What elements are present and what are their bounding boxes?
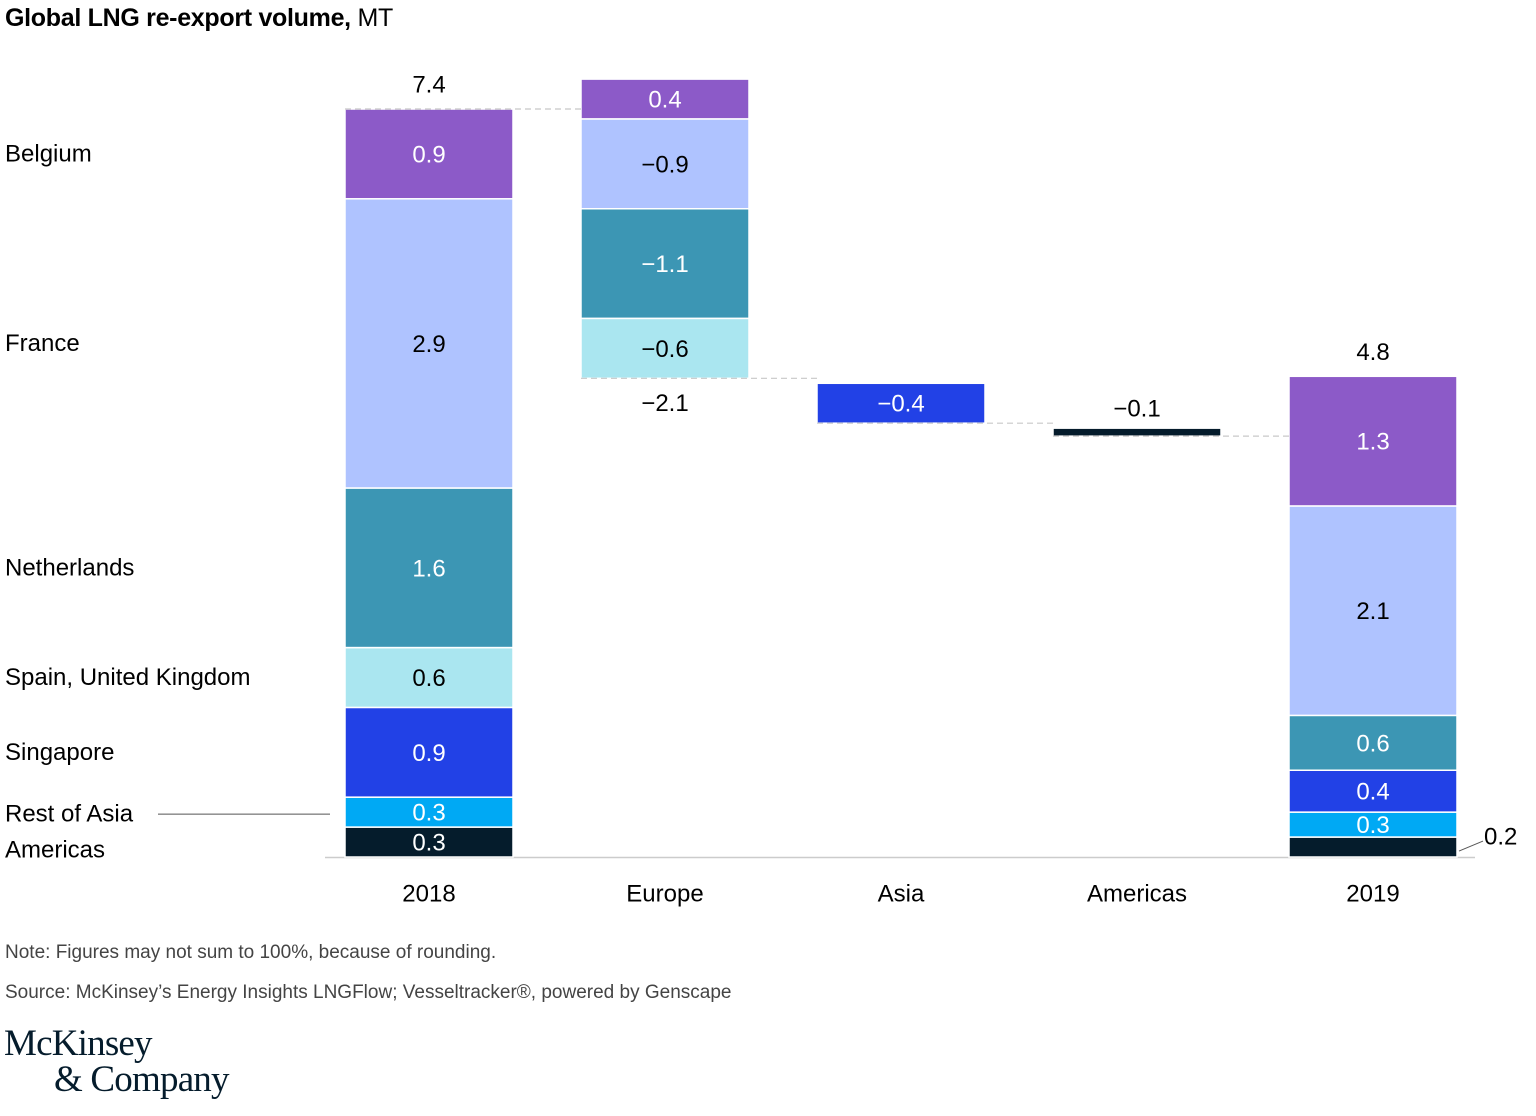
chart-title-unit: MT <box>350 4 393 32</box>
chart-note: Note: Figures may not sum to 100%, becau… <box>5 942 497 963</box>
bar-2018-segment-americas <box>344 826 514 858</box>
legend-label-france: France <box>5 330 80 357</box>
bar-2018-segment-rest-of-asia <box>344 796 514 828</box>
data-label-2019-france: 2.1 <box>1356 598 1389 625</box>
data-label-2019-netherlands: 0.6 <box>1356 730 1389 757</box>
net-label-europe: −2.1 <box>641 390 688 417</box>
chart-source: Source: McKinsey’s Energy Insights LNGFl… <box>5 982 732 1003</box>
legend-label-americas: Americas <box>5 837 105 864</box>
bar-europe-segment-netherlands <box>580 208 750 320</box>
callout-label-2019: 0.2 <box>1484 824 1517 851</box>
callout-line-2019 <box>1458 840 1484 852</box>
legend-label-spain-united-kingdom: Spain, United Kingdom <box>5 664 250 691</box>
bar-2018-segment-france <box>344 198 514 489</box>
bar-americas-segment-americas <box>1052 427 1222 437</box>
legend-label-belgium: Belgium <box>5 140 92 167</box>
bar-2019-segment-belgium <box>1288 375 1458 507</box>
bar-2018-segment-singapore <box>344 706 514 798</box>
data-label-2018-rest-of-asia: 0.3 <box>412 800 445 827</box>
category-label-americas: Americas <box>1087 881 1187 908</box>
chart-title: Global LNG re-export volume, MT <box>5 4 393 33</box>
bar-2018-segment-netherlands <box>344 487 514 649</box>
bar-2019-segment-americas <box>1288 836 1458 858</box>
total-label-2018: 7.4 <box>412 72 445 99</box>
bar-europe-segment-belgium <box>580 78 750 120</box>
bar-2019-segment-rest-of-asia <box>1288 811 1458 838</box>
bar-asia-segment-singapore <box>816 382 986 424</box>
category-label-europe: Europe <box>626 881 703 908</box>
data-label-2018-spain-united-kingdom: 0.6 <box>412 665 445 692</box>
mckinsey-logo: McKinsey & Company <box>4 1023 230 1100</box>
net-label-americas: −0.1 <box>1113 396 1160 423</box>
data-label-2018-singapore: 0.9 <box>412 740 445 767</box>
legend-label-singapore: Singapore <box>5 739 114 766</box>
data-label-2019-singapore: 0.4 <box>1356 779 1389 806</box>
data-label-2019-rest-of-asia: 0.3 <box>1356 812 1389 839</box>
category-label-2019: 2019 <box>1346 881 1399 908</box>
bar-2019-segment-singapore <box>1288 769 1458 813</box>
data-label-europe-spain-united-kingdom: −0.6 <box>641 336 688 363</box>
data-label-europe-netherlands: −1.1 <box>641 251 688 278</box>
data-label-2018-belgium: 0.9 <box>412 141 445 168</box>
bar-2018-segment-belgium <box>344 108 514 200</box>
data-label-2019-belgium: 1.3 <box>1356 429 1389 456</box>
chart-title-main: Global LNG re-export volume, <box>5 4 351 32</box>
waterfall-chart: 0.3 0.3 0.9 0.6 1.6 2.9 0.9 7.4 2018 0.4 −0.9 −1.1 −… <box>5 72 1517 908</box>
data-label-europe-france: −0.9 <box>641 151 688 178</box>
legend-label-rest-of-asia: Rest of Asia <box>5 801 134 828</box>
total-label-2019: 4.8 <box>1356 339 1389 366</box>
data-label-2018-netherlands: 1.6 <box>412 555 445 582</box>
data-label-europe-belgium: 0.4 <box>648 87 681 114</box>
bar-2018-segment-spain-united-kingdom <box>344 646 514 709</box>
bar-2019-segment-france <box>1288 505 1458 717</box>
bar-europe-segment-spain-united-kingdom <box>580 317 750 380</box>
data-label-2018-americas: 0.3 <box>412 830 445 857</box>
legend-label-netherlands: Netherlands <box>5 554 134 581</box>
category-label-asia: Asia <box>878 881 925 908</box>
bar-2019-segment-netherlands <box>1288 714 1458 771</box>
category-label-2018: 2018 <box>402 881 455 908</box>
logo-line-2: & Company <box>54 1059 230 1100</box>
data-label-2018-france: 2.9 <box>412 331 445 358</box>
logo-line-1: McKinsey <box>4 1023 153 1064</box>
data-label-asia-singapore: −0.4 <box>877 391 924 418</box>
